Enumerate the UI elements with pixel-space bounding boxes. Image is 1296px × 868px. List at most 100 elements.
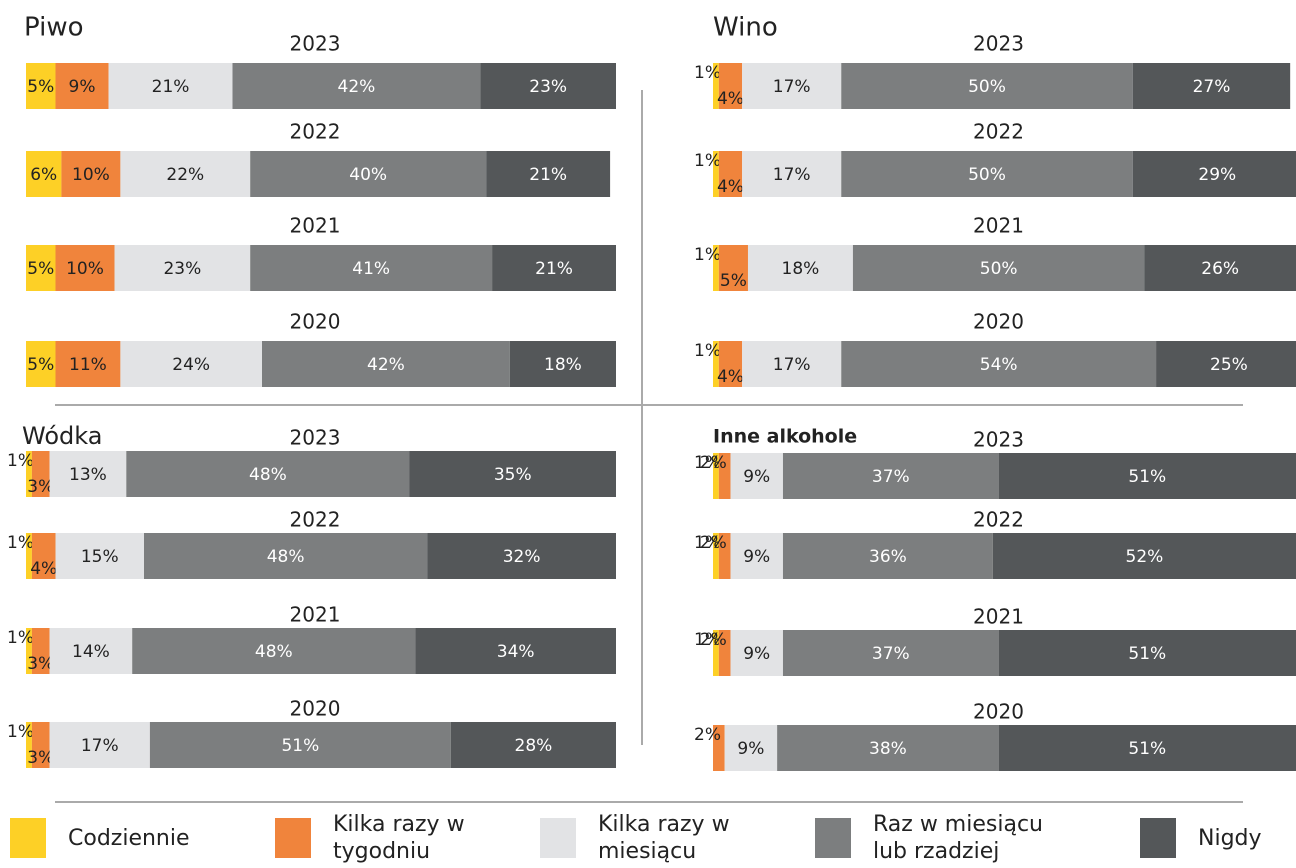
- value-label: 48%: [249, 465, 287, 485]
- segment: Nigdy: [1156, 341, 1296, 387]
- value-label: 1%: [7, 533, 34, 553]
- bar-segment: [262, 341, 510, 387]
- value-label: 51%: [1128, 644, 1166, 664]
- segment: Kilka razy w miesiącu: [730, 630, 783, 676]
- segment: Codziennie: [26, 533, 32, 579]
- value-label: 2%: [700, 453, 727, 473]
- bar-segment: [718, 453, 731, 499]
- value-label: 18%: [782, 259, 820, 279]
- bar-segment: [61, 151, 121, 197]
- bar-segment: [718, 63, 743, 109]
- segment: Kilka razy w miesiącu: [120, 151, 251, 197]
- value-label: 2%: [700, 630, 727, 650]
- value-label: 1%: [7, 628, 34, 648]
- segment: Codziennie: [713, 63, 719, 109]
- bar-segment: [492, 245, 616, 291]
- segment: Raz w miesiącu lub rzadziej: [777, 725, 999, 771]
- value-label: 21%: [535, 259, 573, 279]
- bar-segment: [31, 722, 50, 768]
- bar-segment: [713, 245, 719, 291]
- segment: Kilka razy w miesiącu: [49, 722, 150, 768]
- segment: Nigdy: [492, 245, 616, 291]
- bar-segment: [777, 725, 999, 771]
- legend-label: Kilka razy w tygodniu: [333, 812, 465, 864]
- segment: Nigdy: [427, 533, 616, 579]
- bar-segment: [480, 63, 616, 109]
- segment: Codziennie: [26, 722, 32, 768]
- segment: Codziennie: [26, 245, 56, 291]
- segment: Kilka razy w miesiącu: [114, 245, 251, 291]
- bar-segment: [31, 451, 50, 497]
- bar-segment: [120, 341, 263, 387]
- value-label: 6%: [30, 165, 57, 185]
- segment: Kilka razy w miesiącu: [730, 453, 783, 499]
- bar-segment: [250, 151, 487, 197]
- segment: Nigdy: [1132, 63, 1291, 109]
- bar-segment: [1156, 341, 1296, 387]
- bar-segment: [415, 628, 616, 674]
- segment: Codziennie: [26, 341, 56, 387]
- bar-segment: [730, 453, 783, 499]
- segment: Kilka razy w tygodniu: [31, 451, 50, 497]
- year-label: 2022: [290, 120, 341, 144]
- segment: Nigdy: [1144, 245, 1296, 291]
- bar-segment: [718, 630, 731, 676]
- bar-segment: [742, 341, 842, 387]
- value-label: 23%: [529, 77, 567, 97]
- bar-segment: [724, 725, 778, 771]
- bar-segment: [782, 533, 993, 579]
- value-label: 10%: [66, 259, 104, 279]
- bar-segment: [782, 630, 999, 676]
- segment: Kilka razy w miesiącu: [730, 533, 783, 579]
- segment: Kilka razy w tygodniu: [31, 722, 50, 768]
- year-label: 2020: [973, 310, 1024, 334]
- value-label: 40%: [349, 165, 387, 185]
- value-label: 23%: [163, 259, 201, 279]
- value-label: 24%: [172, 355, 210, 375]
- bar-segment: [144, 533, 428, 579]
- value-label: 34%: [497, 642, 535, 662]
- bar-segment: [1144, 245, 1296, 291]
- value-label: 4%: [30, 559, 57, 579]
- panel-title: Wódka: [22, 422, 102, 450]
- legend-item: Kilka razy w miesiącu: [540, 812, 758, 864]
- value-label: 50%: [968, 77, 1006, 97]
- value-label: 48%: [267, 547, 305, 567]
- year-label: 2021: [973, 214, 1024, 238]
- bar-segment: [26, 151, 62, 197]
- segment: Raz w miesiącu lub rzadziej: [841, 151, 1133, 197]
- bar-segment: [742, 63, 842, 109]
- segment: Kilka razy w tygodniu: [718, 630, 731, 676]
- bar-segment: [992, 533, 1296, 579]
- year-label: 2022: [290, 508, 341, 532]
- segment: Codziennie: [713, 245, 719, 291]
- segment: Kilka razy w miesiącu: [724, 725, 778, 771]
- bar-segment: [55, 63, 109, 109]
- value-label: 17%: [81, 736, 119, 756]
- bar-segment: [713, 725, 725, 771]
- value-label: 35%: [494, 465, 532, 485]
- segment: Nigdy: [998, 725, 1296, 771]
- segment: Kilka razy w tygodniu: [713, 725, 725, 771]
- bar-segment: [26, 722, 32, 768]
- legend-label: Codziennie: [68, 825, 190, 851]
- bar-segment: [55, 341, 121, 387]
- segment: Nigdy: [480, 63, 616, 109]
- value-label: 48%: [255, 642, 293, 662]
- bar-segment: [120, 151, 251, 197]
- legend-swatch: [275, 818, 311, 858]
- value-label: 5%: [27, 77, 54, 97]
- bar-segment: [232, 63, 481, 109]
- bar-segment: [26, 245, 56, 291]
- bar-segment: [718, 151, 743, 197]
- value-label: 50%: [968, 165, 1006, 185]
- bar-segment: [998, 630, 1296, 676]
- legend-item: Raz w miesiącu lub rzadziej: [815, 812, 1063, 864]
- bar-segment: [1132, 151, 1296, 197]
- segment: Kilka razy w tygodniu: [718, 533, 731, 579]
- bar-segment: [852, 245, 1145, 291]
- segment: Raz w miesiącu lub rzadziej: [782, 630, 999, 676]
- segment: Raz w miesiącu lub rzadziej: [841, 341, 1157, 387]
- year-label: 2021: [290, 214, 341, 238]
- bar-segment: [998, 725, 1296, 771]
